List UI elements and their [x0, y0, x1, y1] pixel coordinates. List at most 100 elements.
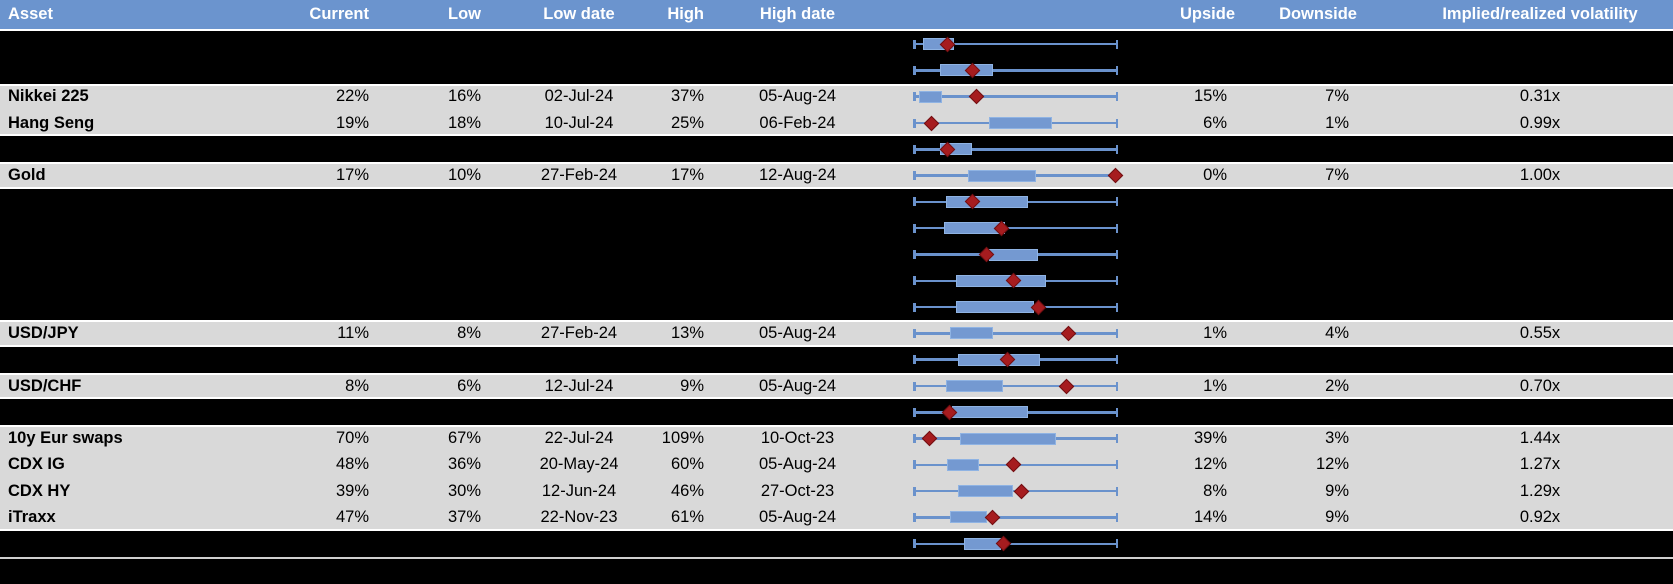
downside-cell: 4%: [1325, 323, 1349, 342]
whisker-cap-right: [1115, 381, 1118, 391]
whisker-line: [913, 542, 1118, 546]
whisker-cap-right: [1115, 460, 1118, 470]
implied-realized-cell: 0.31x: [1519, 87, 1561, 106]
current-cell: 22%: [335, 87, 369, 106]
high-cell: 9%: [680, 376, 704, 395]
implied-realized-cell: 1.44x: [1519, 429, 1561, 448]
current-cell: 11%: [337, 323, 369, 342]
upside-cell: 15%: [1193, 87, 1227, 106]
boxplot: [913, 84, 1118, 110]
table-row: [0, 31, 1673, 58]
low-date-cell: 27-Feb-24: [540, 323, 618, 342]
high-date-cell: 05-Aug-24: [758, 376, 837, 395]
low-date-cell: 27-Feb-24: [540, 166, 618, 185]
asset-cell: Nikkei 225: [8, 87, 89, 106]
current-marker-diamond: [923, 115, 940, 131]
whisker-cap-left: [913, 434, 916, 444]
whisker-cap-left: [913, 250, 916, 260]
whisker-cap-left: [913, 460, 916, 470]
boxplot-cell: [885, 531, 1147, 557]
high-date-cell: 27-Oct-23: [760, 481, 835, 500]
high-date-cell: 05-Aug-24: [758, 455, 837, 474]
whisker-cap-right: [1115, 223, 1118, 233]
high-cell: 109%: [661, 429, 704, 448]
header-low: Low: [448, 5, 481, 23]
current-cell: 39%: [335, 481, 369, 500]
current-cell: 48%: [335, 455, 369, 474]
whisker-cap-right: [1115, 302, 1118, 312]
low-date-cell: 10-Jul-24: [544, 113, 614, 132]
header-high-date: High date: [759, 5, 836, 23]
whisker-line: [913, 42, 1118, 46]
table-row: [0, 215, 1673, 242]
whisker-cap-right: [1115, 328, 1118, 338]
low-date-cell: 12-Jul-24: [544, 376, 614, 395]
header-asset: Asset: [8, 5, 53, 23]
implied-realized-cell: 1.27x: [1519, 455, 1561, 474]
whisker-line: [913, 516, 1118, 519]
box-range: [958, 353, 1041, 366]
upside-cell: 1%: [1203, 323, 1227, 342]
boxplot: [913, 478, 1118, 504]
box-range: [946, 458, 979, 471]
whisker-cap-right: [1115, 407, 1118, 417]
whisker-cap-right: [1115, 434, 1118, 444]
header-low-date: Low date: [543, 5, 615, 23]
boxplot-cell: [885, 452, 1147, 478]
current-marker-diamond: [1061, 325, 1077, 342]
boxplot: [913, 268, 1118, 294]
whisker-line: [913, 95, 1118, 98]
boxplot-cell: [885, 347, 1147, 373]
current-marker-diamond: [921, 430, 938, 447]
whisker-line: [913, 148, 1118, 151]
whisker-cap-right: [1115, 539, 1118, 549]
whisker-cap-right: [1115, 39, 1118, 49]
high-cell: 25%: [670, 113, 704, 132]
boxplot-cell: [885, 162, 1147, 188]
table-row: USD/JPY 11% 8% 27-Feb-24 13% 05-Aug-24 1…: [0, 320, 1673, 347]
box-range: [949, 327, 993, 340]
high-cell: 13%: [670, 323, 704, 342]
boxplot: [913, 452, 1118, 478]
boxplot-cell: [885, 189, 1147, 215]
current-marker-diamond: [1108, 167, 1124, 184]
boxplot: [913, 136, 1118, 162]
current-marker-diamond: [1058, 378, 1075, 394]
boxplot-cell: [885, 294, 1147, 320]
whisker-cap-left: [913, 171, 916, 181]
whisker-cap-left: [913, 39, 916, 49]
implied-realized-cell: 0.70x: [1519, 376, 1561, 395]
table-row: [0, 136, 1673, 163]
header-upside: Upside: [1179, 5, 1235, 23]
asset-cell: Hang Seng: [8, 113, 95, 132]
box-range: [945, 380, 1004, 392]
boxplot-cell: [885, 110, 1147, 136]
downside-cell: 12%: [1315, 455, 1349, 474]
header-current: Current: [309, 5, 369, 23]
boxplot: [913, 320, 1118, 346]
boxplot: [913, 425, 1118, 451]
header-downside: Downside: [1279, 5, 1357, 23]
whisker-cap-left: [913, 65, 916, 75]
boxplot-cell: [885, 268, 1147, 294]
implied-realized-cell: 0.99x: [1519, 113, 1561, 132]
downside-cell: 1%: [1325, 113, 1349, 132]
whisker-cap-left: [913, 381, 916, 391]
current-marker-diamond: [1005, 457, 1022, 473]
downside-cell: 9%: [1325, 481, 1349, 500]
whisker-cap-right: [1115, 118, 1118, 128]
downside-cell: 9%: [1325, 507, 1349, 526]
box-range: [956, 274, 1047, 287]
current-marker-diamond: [985, 509, 1001, 526]
downside-cell: 3%: [1325, 429, 1349, 448]
whisker-cap-left: [913, 118, 916, 128]
implied-realized-cell: 1.29x: [1519, 481, 1561, 500]
low-cell: 30%: [447, 481, 481, 500]
box-range: [958, 485, 1014, 498]
low-date-cell: 20-May-24: [539, 455, 619, 474]
table-body: Nikkei 225 22% 16% 02-Jul-24 37% 05-Aug-…: [0, 31, 1673, 557]
asset-cell: iTraxx: [8, 507, 56, 526]
boxplot: [913, 110, 1118, 136]
high-date-cell: 05-Aug-24: [758, 87, 837, 106]
boxplot-cell: [885, 373, 1147, 399]
